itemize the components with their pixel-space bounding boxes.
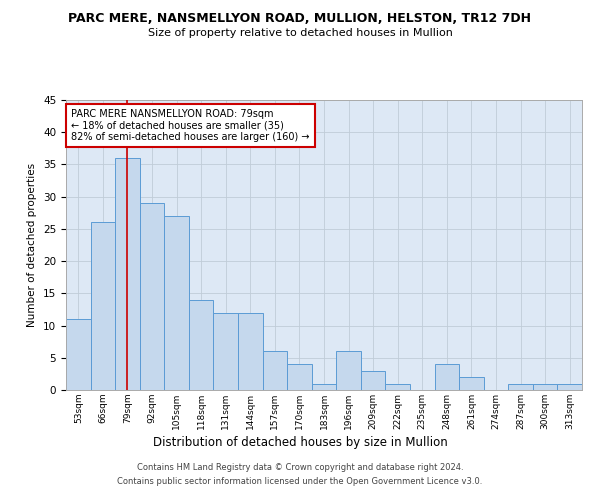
Text: PARC MERE NANSMELLYON ROAD: 79sqm
← 18% of detached houses are smaller (35)
82% : PARC MERE NANSMELLYON ROAD: 79sqm ← 18% … — [71, 108, 310, 142]
Bar — [263, 352, 287, 390]
Bar — [91, 222, 115, 390]
Bar — [66, 319, 91, 390]
Bar — [533, 384, 557, 390]
Bar — [189, 300, 214, 390]
Bar — [508, 384, 533, 390]
Bar — [459, 377, 484, 390]
Text: Distribution of detached houses by size in Mullion: Distribution of detached houses by size … — [152, 436, 448, 449]
Y-axis label: Number of detached properties: Number of detached properties — [28, 163, 37, 327]
Bar — [312, 384, 336, 390]
Text: Size of property relative to detached houses in Mullion: Size of property relative to detached ho… — [148, 28, 452, 38]
Bar — [164, 216, 189, 390]
Bar — [336, 352, 361, 390]
Bar — [434, 364, 459, 390]
Text: Contains HM Land Registry data © Crown copyright and database right 2024.: Contains HM Land Registry data © Crown c… — [137, 464, 463, 472]
Bar — [214, 312, 238, 390]
Bar — [287, 364, 312, 390]
Text: PARC MERE, NANSMELLYON ROAD, MULLION, HELSTON, TR12 7DH: PARC MERE, NANSMELLYON ROAD, MULLION, HE… — [68, 12, 532, 26]
Bar — [115, 158, 140, 390]
Bar — [140, 203, 164, 390]
Text: Contains public sector information licensed under the Open Government Licence v3: Contains public sector information licen… — [118, 477, 482, 486]
Bar — [385, 384, 410, 390]
Bar — [238, 312, 263, 390]
Bar — [557, 384, 582, 390]
Bar — [361, 370, 385, 390]
